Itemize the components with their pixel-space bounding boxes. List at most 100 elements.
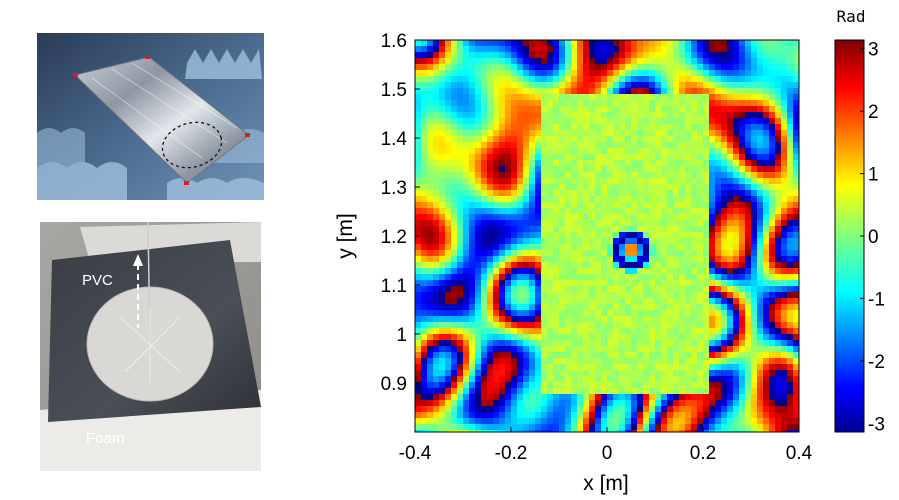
heatmap-cell — [499, 52, 506, 59]
heatmap-cell — [727, 208, 734, 215]
heatmap-cell — [757, 106, 764, 113]
heatmap-cell — [433, 214, 440, 221]
heatmap-cell — [547, 262, 554, 269]
heatmap-cell — [757, 136, 764, 143]
heatmap-cell — [787, 352, 794, 359]
heatmap-cell — [559, 280, 566, 287]
heatmap-cell — [619, 64, 626, 71]
heatmap-cell — [607, 100, 614, 107]
heatmap-cell — [457, 322, 464, 329]
heatmap-cell — [739, 286, 746, 293]
heatmap-cell — [523, 52, 530, 59]
heatmap-cell — [751, 328, 758, 335]
heatmap-cell — [625, 286, 632, 293]
heatmap-cell — [523, 262, 530, 269]
heatmap-cell — [505, 310, 512, 317]
heatmap-cell — [433, 124, 440, 131]
heatmap-cell — [535, 424, 542, 431]
heatmap-cell — [619, 412, 626, 419]
heatmap-cell — [655, 76, 662, 83]
heatmap-cell — [451, 172, 458, 179]
heatmap-cell — [739, 256, 746, 263]
heatmap-cell — [679, 340, 686, 347]
heatmap-cell — [649, 268, 656, 275]
heatmap-cell — [769, 178, 776, 185]
heatmap-cell — [721, 76, 728, 83]
heatmap-cell — [601, 46, 608, 53]
heatmap-cell — [787, 226, 794, 233]
heatmap-cell — [601, 388, 608, 395]
heatmap-cell — [601, 166, 608, 173]
heatmap-cell — [505, 262, 512, 269]
heatmap-cell — [697, 370, 704, 377]
heatmap-cell — [709, 364, 716, 371]
heatmap-cell — [445, 70, 452, 77]
heatmap-cell — [535, 382, 542, 389]
heatmap-cell — [517, 292, 524, 299]
heatmap-cell — [661, 172, 668, 179]
heatmap-cell — [787, 208, 794, 215]
heatmap-cell — [721, 100, 728, 107]
heatmap-cell — [781, 82, 788, 89]
heatmap-cell — [715, 310, 722, 317]
heatmap-cell — [595, 178, 602, 185]
heatmap-cell — [589, 286, 596, 293]
heatmap-cell — [553, 418, 560, 425]
heatmap-cell — [763, 382, 770, 389]
heatmap-cell — [535, 196, 542, 203]
heatmap-cell — [673, 148, 680, 155]
heatmap-cell — [577, 388, 584, 395]
heatmap-cell — [739, 94, 746, 101]
heatmap-cell — [673, 166, 680, 173]
heatmap-cell — [607, 118, 614, 125]
heatmap-cell — [463, 268, 470, 275]
heatmap-cell — [661, 280, 668, 287]
heatmap-cell — [751, 322, 758, 329]
heatmap-cell — [421, 394, 428, 401]
heatmap-cell — [673, 112, 680, 119]
heatmap-cell — [763, 208, 770, 215]
heatmap-cell — [517, 232, 524, 239]
heatmap-cell — [739, 166, 746, 173]
heatmap-cell — [643, 190, 650, 197]
heatmap-cell — [637, 388, 644, 395]
heatmap-cell — [541, 406, 548, 413]
heatmap-cell — [433, 268, 440, 275]
heatmap-cell — [583, 88, 590, 95]
heatmap-cell — [571, 280, 578, 287]
heatmap-cell — [751, 406, 758, 413]
heatmap-cell — [481, 274, 488, 281]
heatmap-cell — [649, 64, 656, 71]
heatmap-cell — [673, 142, 680, 149]
heatmap-cell — [601, 370, 608, 377]
heatmap-cell — [547, 340, 554, 347]
heatmap-cell — [517, 430, 524, 432]
heatmap-cell — [571, 388, 578, 395]
heatmap-cell — [571, 148, 578, 155]
heatmap-cell — [637, 70, 644, 77]
heatmap-cell — [493, 226, 500, 233]
heatmap-cell — [721, 268, 728, 275]
heatmap-cell — [721, 142, 728, 149]
heatmap-cell — [709, 388, 716, 395]
heatmap-cell — [433, 184, 440, 191]
heatmap-cell — [625, 262, 632, 269]
heatmap-cell — [583, 262, 590, 269]
heatmap-cell — [787, 412, 794, 419]
heatmap-cell — [517, 316, 524, 323]
heatmap-cell — [643, 154, 650, 161]
heatmap-cell — [793, 334, 799, 341]
heatmap-cell — [499, 298, 506, 305]
heatmap-cell — [511, 94, 518, 101]
heatmap-cell — [727, 160, 734, 167]
heatmap-cell — [739, 82, 746, 89]
heatmap-cell — [631, 154, 638, 161]
heatmap-cell — [733, 328, 740, 335]
heatmap-cell — [715, 208, 722, 215]
heatmap-cell — [715, 160, 722, 167]
heatmap-cell — [781, 118, 788, 125]
heatmap-cell — [661, 310, 668, 317]
heatmap-cell — [481, 76, 488, 83]
heatmap-cell — [499, 244, 506, 251]
heatmap-cell — [487, 394, 494, 401]
